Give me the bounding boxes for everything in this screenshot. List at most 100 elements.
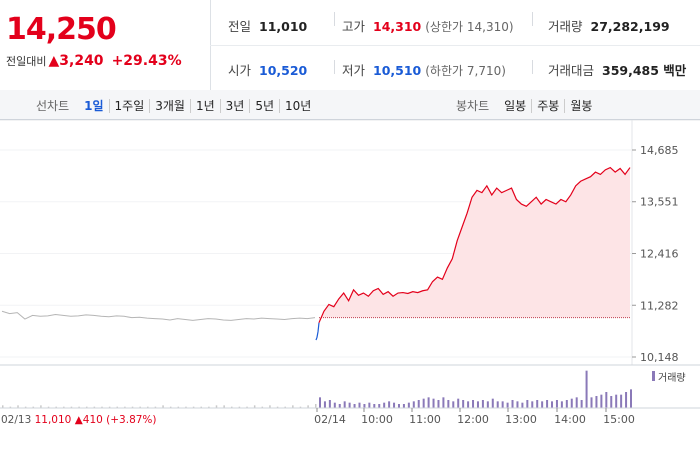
y-tick-label: 10,148 — [640, 351, 679, 364]
volume-bar — [169, 406, 172, 408]
volume-bar — [442, 397, 445, 408]
volume-bar — [551, 401, 554, 408]
stat-prev-close: 전일 11,010 — [228, 19, 308, 34]
period-tab[interactable]: 1주일 — [109, 99, 151, 113]
candle-tab[interactable]: 주봉 — [532, 99, 566, 113]
volume-bar — [536, 400, 539, 408]
volume-bar — [570, 398, 573, 408]
period-tab[interactable]: 3년 — [220, 99, 251, 113]
volume-bar — [223, 405, 225, 408]
volume-legend-label: 거래량 — [658, 372, 686, 384]
period-tab[interactable]: 1년 — [190, 99, 221, 113]
volume-bar — [397, 404, 400, 408]
candle-tabs: 일봉 주봉 월봉 — [499, 99, 597, 113]
volume-bar — [78, 406, 80, 408]
volume-bar — [462, 400, 465, 408]
y-tick-label: 11,282 — [640, 299, 679, 312]
x-tick-label: 10:00 — [361, 413, 393, 426]
volume-bar — [476, 401, 479, 408]
volume-bar — [565, 400, 568, 408]
volume-bar — [383, 402, 386, 408]
period-tabs: 1일 1주일 3개월 1년 3년 5년 10년 — [79, 99, 316, 113]
volume-bar — [208, 406, 210, 408]
volume-bar — [231, 406, 233, 408]
stat-amount: 거래대금 359,485 백만 — [548, 63, 687, 78]
period-tab[interactable]: 5년 — [250, 99, 281, 113]
candle-tab[interactable]: 일봉 — [499, 99, 533, 113]
volume-bar — [541, 401, 544, 408]
volume-bar — [348, 402, 351, 408]
volume-bar — [472, 400, 475, 408]
volume-bar — [192, 406, 195, 408]
volume-bar — [292, 405, 294, 408]
volume-bar — [246, 406, 248, 408]
volume-bar — [417, 400, 420, 408]
volume-bar — [378, 404, 381, 408]
volume-bar — [521, 402, 524, 408]
current-price: 14,250 — [6, 12, 117, 47]
volume-bar — [32, 406, 35, 408]
volume-bar — [338, 404, 341, 408]
volume-bar — [63, 406, 65, 408]
volume-bar — [162, 405, 164, 408]
volume-bar — [610, 396, 613, 408]
volume-bar — [124, 406, 126, 408]
price-chart: 14,685 13,551 12,416 11,282 10,148 거래량 02/14 10… — [0, 120, 700, 426]
volume-bar — [307, 405, 309, 408]
volume-bar — [605, 392, 608, 408]
gain-area — [319, 167, 630, 323]
x-tick-label: 12:00 — [457, 413, 489, 426]
volume-bar — [373, 404, 376, 408]
divider — [210, 45, 700, 46]
period-tab[interactable]: 3개월 — [150, 99, 191, 113]
volume-bar — [253, 405, 256, 408]
candle-tab[interactable]: 월봉 — [570, 99, 593, 113]
volume-bar — [200, 406, 202, 408]
prev-day-line — [1, 310, 316, 321]
stat-open: 시가 10,520 — [228, 63, 308, 78]
change-label: 전일대비 — [6, 55, 47, 68]
volume-bar — [615, 394, 618, 408]
prev-day-info: 02/13 11,010 ▲410 (+3.87%) — [1, 414, 157, 426]
today-open-line — [315, 322, 320, 341]
volume-bar — [457, 398, 460, 408]
volume-bar — [55, 406, 57, 408]
period-tab[interactable]: 10년 — [285, 99, 312, 113]
volume-bar — [93, 406, 96, 408]
volume-bar — [116, 406, 119, 408]
volume-bar — [575, 397, 578, 408]
x-tick-label: 02/14 — [314, 413, 346, 426]
stat-low: 저가 10,510 (하한가 7,710) — [342, 63, 506, 78]
volume-bar — [147, 406, 149, 408]
price-box: 14,250 전일대비 ▲3,240 +29.43% — [0, 0, 211, 90]
volume-bar — [261, 406, 264, 408]
up-triangle-icon: ▲ — [75, 414, 84, 426]
period-tab[interactable]: 1일 — [79, 99, 110, 113]
y-tick-label: 13,551 — [640, 196, 679, 209]
volume-bar — [177, 406, 180, 408]
volume-bar — [47, 406, 50, 408]
volume-bar — [17, 405, 19, 408]
stats-panel: 전일 11,010 고가 14,310 (상한가 14,310) 거래량 27,282… — [210, 0, 700, 90]
volume-bar — [276, 406, 279, 408]
volume-bar — [353, 404, 356, 408]
volume-bar — [388, 401, 391, 408]
volume-bar — [358, 402, 361, 408]
volume-bar — [328, 400, 331, 408]
volume-bar — [238, 406, 241, 408]
volume-bar — [585, 370, 588, 408]
up-triangle-icon: ▲ — [48, 53, 60, 69]
volume-bar — [467, 401, 470, 408]
volume-bar — [501, 401, 504, 408]
volume-bar — [625, 392, 628, 408]
volume-bar — [580, 400, 583, 408]
line-chart-label: 선차트 — [36, 99, 70, 113]
volume-bar — [185, 406, 187, 408]
volume-bar — [2, 405, 4, 408]
volume-legend-swatch — [652, 371, 655, 381]
volume-bar — [526, 400, 529, 408]
stat-high: 고가 14,310 (상한가 14,310) — [342, 19, 514, 34]
divider — [334, 12, 335, 26]
volume-bar — [101, 406, 103, 408]
volume-bar — [215, 405, 218, 408]
